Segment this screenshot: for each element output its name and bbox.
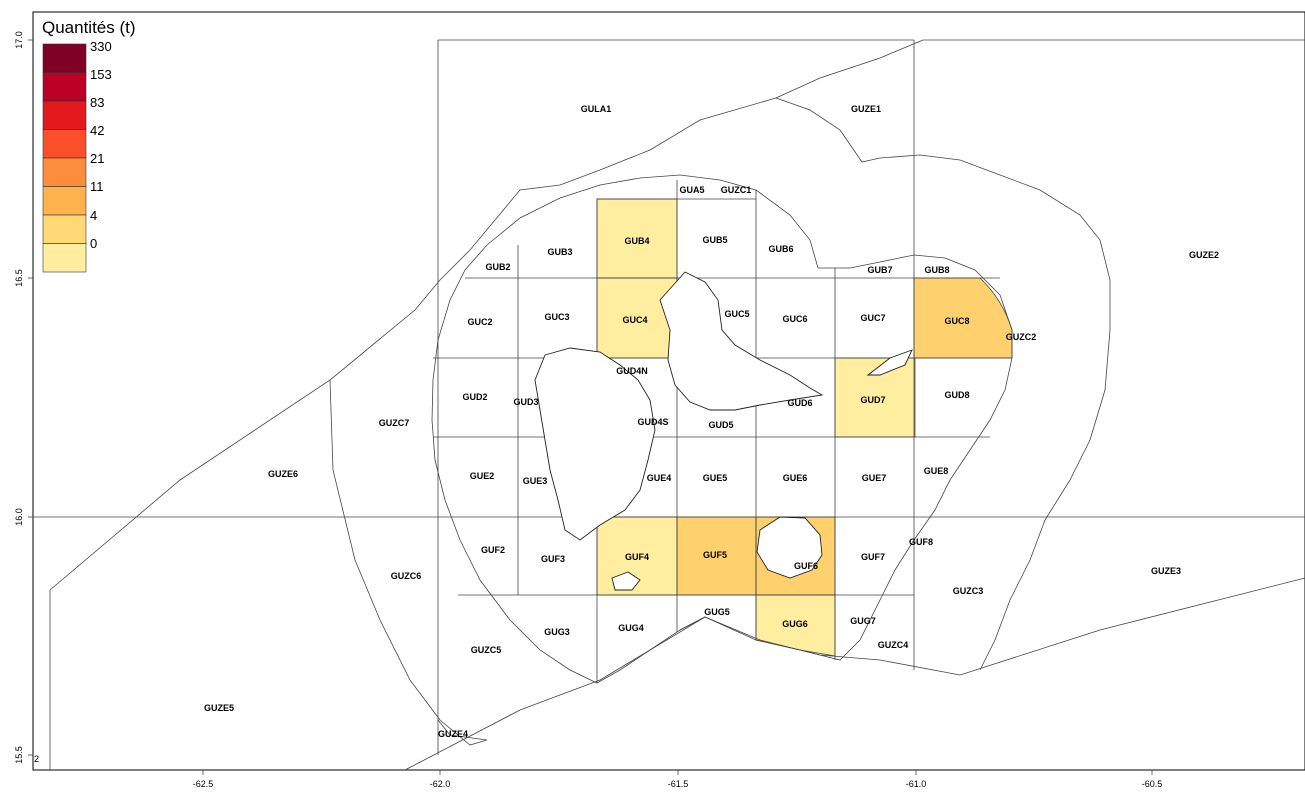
legend-swatch	[42, 43, 87, 73]
zone-label: GUG3	[544, 627, 570, 637]
zone-label: GUF8	[909, 537, 933, 547]
zone-label: GUG4	[618, 623, 644, 633]
legend-label-6: 4	[90, 208, 97, 223]
x-tick-5: -60.5	[1142, 779, 1163, 789]
zone-label: GUC3	[544, 312, 569, 322]
zone-label: GUE5	[703, 473, 728, 483]
legend-swatch	[42, 214, 87, 244]
zone-label: GUZE5	[204, 703, 234, 713]
zone-label: GUB8	[924, 265, 949, 275]
legend-label-0: 330	[90, 39, 112, 54]
x-tick-3: -61.5	[668, 779, 689, 789]
zone-label: GUZE4	[438, 729, 468, 739]
islands	[534, 271, 913, 591]
zone-label: GUZC3	[953, 586, 984, 596]
zone-label: GUB5	[702, 235, 727, 245]
zone-label: GUF5	[703, 550, 727, 560]
zone-label: GUZE2	[1189, 250, 1219, 260]
y-tick-3: 16.0	[14, 508, 24, 526]
y-axis: 17.0 16.5 16.0 15.5 2	[14, 31, 39, 764]
zone-label: GUF7	[861, 552, 885, 562]
zone-label: GUG6	[782, 619, 808, 629]
cell-guc4	[596, 277, 678, 359]
legend-swatch	[42, 243, 87, 273]
island-marie-galante	[756, 516, 823, 579]
zone-labels: GULA1 GUZE1 GUA5 GUZC1 GUB2 GUB3 GUB4 GU…	[204, 104, 1219, 739]
zone-label: GUG7	[850, 616, 876, 626]
legend-label-4: 21	[90, 151, 104, 166]
zone-label: GUB6	[768, 244, 793, 254]
island-basse-terre	[534, 347, 656, 541]
legend: Quantités (t) 330 153 83 42 21 11 4 0	[34, 13, 164, 273]
zone-label: GUG5	[704, 607, 730, 617]
zone-label: GUZE3	[1151, 566, 1181, 576]
zone-label: GUD4N	[616, 366, 648, 376]
legend-swatch	[42, 157, 87, 187]
corner-mark: 2	[34, 754, 39, 764]
y-tick-1: 17.0	[14, 31, 24, 49]
legend-label-1: 153	[90, 67, 112, 82]
island-grande-terre	[659, 271, 824, 411]
zone-label: GUB3	[547, 247, 572, 257]
zone-label: GUE7	[862, 473, 887, 483]
zone-label: GULA1	[581, 104, 612, 114]
island-desirade	[866, 349, 913, 376]
zone-label: GUC8	[944, 316, 969, 326]
zone-label: GUC5	[724, 309, 749, 319]
zone-label: GUC2	[467, 317, 492, 327]
cell-guf5	[676, 516, 757, 596]
zone-label: GUZC4	[878, 640, 909, 650]
zone-label: GUE4	[647, 473, 672, 483]
zone-label: GUD5	[708, 420, 733, 430]
legend-label-5: 11	[90, 179, 104, 194]
zone-label: GUZE1	[851, 104, 881, 114]
legend-swatch	[42, 100, 87, 130]
zone-label: GUD6	[787, 398, 812, 408]
zone-label: GUA5	[679, 185, 704, 195]
plot-frame	[32, 11, 1305, 771]
y-tick-4: 15.5	[14, 746, 24, 764]
zone-label: GUB4	[624, 236, 649, 246]
legend-label-2: 83	[90, 95, 104, 110]
zone-label: GUF3	[541, 554, 565, 564]
zone-label: GUZC1	[721, 185, 752, 195]
zone-label: GUE2	[470, 471, 495, 481]
zone-label: GUZE6	[268, 469, 298, 479]
zone-label: GUZC2	[1006, 332, 1037, 342]
x-tick-1: -62.5	[193, 779, 214, 789]
zone-label: GUZC6	[391, 571, 422, 581]
zone-label: GUE6	[783, 473, 808, 483]
zone-label: GUD4S	[637, 417, 668, 427]
zone-label: GUE8	[924, 466, 949, 476]
zone-label: GUC6	[782, 314, 807, 324]
x-axis: -62.5 -62.0 -61.5 -61.0 -60.5	[193, 770, 1163, 789]
zone-label: GUD7	[860, 395, 885, 405]
zone-label: GUD8	[944, 390, 969, 400]
zone-label: GUF6	[794, 561, 818, 571]
legend-label-3: 42	[90, 123, 104, 138]
graticule	[33, 39, 1305, 755]
legend-swatch	[42, 72, 87, 102]
zone-label: GUB7	[867, 265, 892, 275]
legend-swatch	[42, 129, 87, 159]
x-tick-2: -62.0	[430, 779, 451, 789]
island-les-saintes	[611, 571, 641, 591]
zone-label: GUC4	[622, 315, 647, 325]
zone-label: GUF4	[625, 552, 649, 562]
y-tick-2: 16.5	[14, 269, 24, 287]
x-tick-4: -61.0	[906, 779, 927, 789]
zone-label: GUD2	[462, 392, 487, 402]
legend-swatch	[42, 186, 87, 216]
zone-label: GUC7	[860, 313, 885, 323]
zone-label: GUB2	[485, 262, 510, 272]
cell-gub4	[596, 198, 678, 279]
zone-label: GUE3	[523, 476, 548, 486]
zone-label: GUZC7	[379, 418, 410, 428]
legend-title: Quantités (t)	[42, 18, 136, 37]
zone-label: GUD3	[513, 397, 538, 407]
legend-label-7: 0	[90, 236, 97, 251]
zone-label: GUF2	[481, 545, 505, 555]
zone-label: GUZC5	[471, 645, 502, 655]
